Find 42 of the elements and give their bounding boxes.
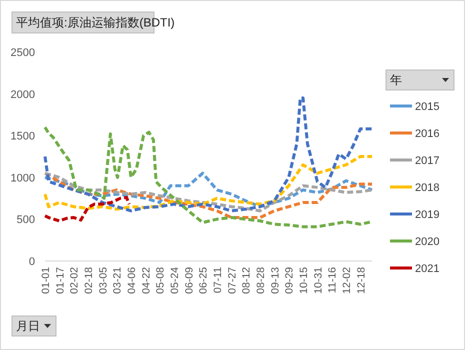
x-tick-label: 10-15 <box>298 266 310 294</box>
legend-label: 2018 <box>415 182 440 194</box>
legend-label: 2021 <box>415 263 440 275</box>
y-tick-label: 1000 <box>10 172 35 184</box>
y-tick-label: 1500 <box>10 130 35 143</box>
title: 平均值项:原油运输指数(BDTI) <box>12 12 175 34</box>
legend-label: 2016 <box>415 128 440 140</box>
x-tick-label: 05-08 <box>154 266 167 294</box>
x-tick-label: 08-12 <box>240 266 253 294</box>
x-tick-label: 09-13 <box>269 266 282 294</box>
y-tick-label: 0 <box>28 256 35 268</box>
legend-label: 2019 <box>415 209 440 221</box>
x-tick-label: 03-05 <box>97 266 110 294</box>
legend-title: 年 <box>386 70 454 90</box>
chart-title: 平均值项:原油运输指数(BDTI) <box>16 16 175 30</box>
x-tick-label: 06-09 <box>183 266 196 294</box>
y-tick-label: 500 <box>16 214 35 226</box>
x-tick-label: 01-01 <box>40 266 52 294</box>
x-tick-label: 08-28 <box>255 266 268 294</box>
x-tick-label: 10-31 <box>312 266 324 294</box>
x-tick-label: 04-06 <box>126 266 138 294</box>
legend-label: 2015 <box>415 101 440 113</box>
x-tick-label: 07-27 <box>226 266 238 294</box>
legend-title: 年 <box>390 73 402 87</box>
x-tick-label: 05-24 <box>169 266 182 294</box>
x-tick-label: 04-22 <box>140 266 152 294</box>
x-tick-label: 03-21 <box>112 266 124 294</box>
legend-label: 2017 <box>415 155 440 167</box>
x-tick-label: 07-11 <box>212 266 224 294</box>
x-tick-label: 01-17 <box>54 266 66 294</box>
xlabel: 月日 <box>12 316 56 336</box>
legend-label: 2020 <box>415 236 440 248</box>
x-tick-label: 06-25 <box>198 266 210 294</box>
x-tick-label: 12-18 <box>355 266 368 294</box>
x-tick-label: 02-02 <box>68 266 81 294</box>
x-tick-label: 09-29 <box>284 266 296 294</box>
x-tick-label: 12-02 <box>341 266 354 294</box>
x-axis-title: 月日 <box>16 319 40 333</box>
x-tick-label: 02-18 <box>83 266 96 294</box>
y-tick-label: 2000 <box>10 88 35 101</box>
y-tick-label: 2500 <box>10 47 35 59</box>
x-tick-label: 11-16 <box>326 266 339 294</box>
